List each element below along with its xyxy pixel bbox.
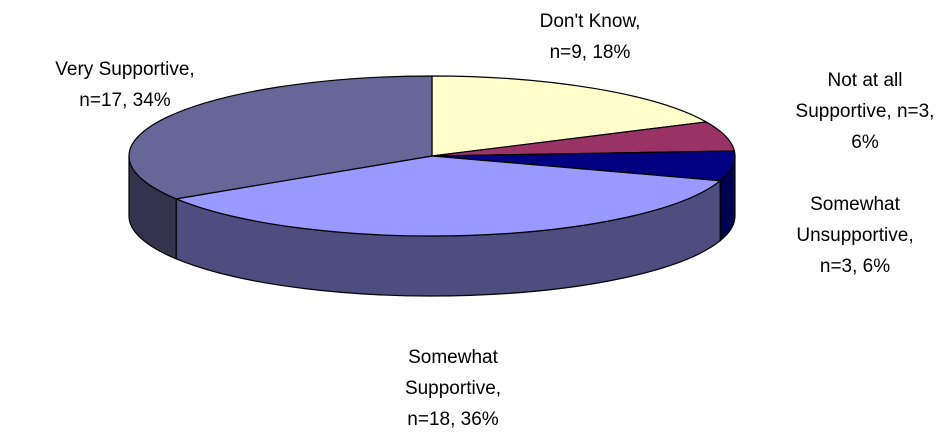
pie-slice-0 (431, 75, 707, 157)
pie-labels: Don't Know, n=9, 18% Not at all Supportive,… (55, 11, 934, 430)
pie-slice-4 (128, 75, 433, 200)
slice-label-line: n=18, 36% (407, 409, 498, 430)
slice-label-line: Supportive, (405, 378, 501, 399)
slice-label-3: Somewhat Supportive, n=18, 36% (405, 347, 501, 430)
slice-label-line: Somewhat (408, 347, 498, 368)
slice-label-0: Don't Know, n=9, 18% (540, 11, 641, 63)
pie-slice-3 (175, 155, 721, 237)
slice-label-line: Somewhat (810, 194, 900, 215)
slice-label-2: Somewhat Unsupportive, n=3, 6% (796, 194, 913, 277)
slice-label-line: n=17, 34% (79, 90, 170, 111)
slice-label-line: Very Supportive, (55, 59, 194, 80)
slice-label-line: n=9, 18% (550, 42, 631, 63)
pie-sides (128, 155, 736, 297)
slice-label-1: Not at all Supportive, n=3, 6% (796, 70, 935, 153)
slice-label-line: n=3, 6% (820, 256, 890, 277)
pie-tops (128, 75, 736, 237)
slice-label-line: Not at all (828, 70, 903, 91)
slice-label-4: Very Supportive, n=17, 34% (55, 59, 194, 111)
slice-label-line: Supportive, n=3, (796, 101, 935, 122)
slice-label-line: Unsupportive, (796, 225, 913, 246)
slice-label-line: 6% (851, 132, 879, 153)
slice-label-line: Don't Know, (540, 11, 641, 32)
